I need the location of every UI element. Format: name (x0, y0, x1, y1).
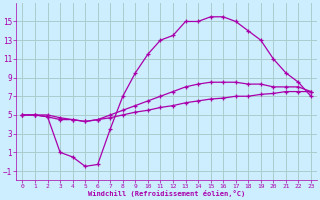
X-axis label: Windchill (Refroidissement éolien,°C): Windchill (Refroidissement éolien,°C) (88, 190, 245, 197)
